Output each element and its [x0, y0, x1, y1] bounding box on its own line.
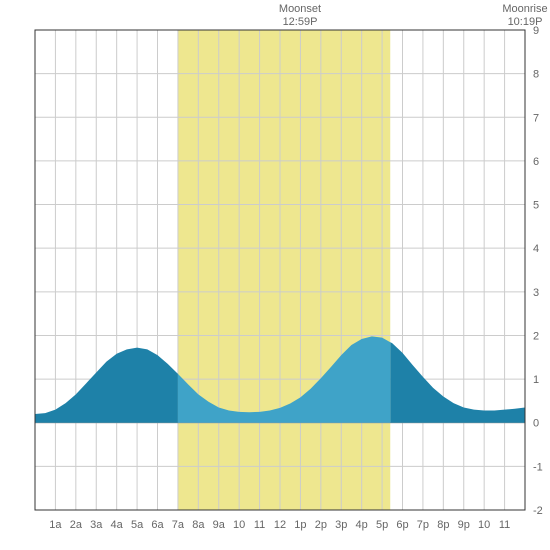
x-tick-label: 8a [192, 519, 205, 531]
x-tick-label: 4a [111, 519, 124, 531]
x-tick-label: 2a [70, 519, 83, 531]
y-tick-label: 4 [533, 243, 539, 255]
moonset-title: Moonset [279, 3, 321, 15]
x-tick-label: 3p [335, 519, 347, 531]
x-tick-label: 6p [396, 519, 408, 531]
x-tick-label: 12 [274, 519, 286, 531]
y-tick-label: 6 [533, 156, 539, 168]
moonset-time: 12:59P [283, 16, 318, 28]
moonrise-time: 10:19P [508, 16, 543, 28]
x-tick-label: 11 [499, 519, 510, 531]
grid [35, 30, 525, 510]
x-tick-label: 3a [90, 519, 103, 531]
x-tick-label: 6a [151, 519, 164, 531]
y-tick-label: 8 [533, 69, 539, 81]
y-tick-label: 0 [533, 418, 539, 430]
x-tick-label: 9p [458, 519, 470, 531]
x-tick-label: 7p [417, 519, 429, 531]
x-tick-label: 9a [213, 519, 226, 531]
x-tick-label: 8p [437, 519, 449, 531]
y-tick-label: 1 [533, 374, 539, 386]
y-tick-label: 5 [533, 200, 539, 212]
y-tick-label: -2 [533, 505, 543, 517]
chart-svg: -2-101234567891a2a3a4a5a6a7a8a9a1011121p… [0, 0, 550, 550]
x-tick-label: 7a [172, 519, 185, 531]
y-tick-label: 7 [533, 112, 539, 124]
x-tick-label: 1a [49, 519, 62, 531]
x-tick-label: 5p [376, 519, 388, 531]
x-tick-label: 4p [356, 519, 368, 531]
y-tick-label: -1 [533, 461, 543, 473]
y-tick-label: 3 [533, 287, 539, 299]
tide-chart: -2-101234567891a2a3a4a5a6a7a8a9a1011121p… [0, 0, 550, 550]
x-tick-label: 10 [478, 519, 490, 531]
y-tick-label: 2 [533, 330, 539, 342]
moonrise-title: Moonrise [502, 3, 547, 15]
x-tick-label: 11 [254, 519, 265, 531]
x-tick-label: 10 [233, 519, 245, 531]
daylight-band [178, 30, 390, 510]
x-tick-label: 5a [131, 519, 144, 531]
x-tick-label: 2p [315, 519, 327, 531]
x-tick-label: 1p [294, 519, 306, 531]
